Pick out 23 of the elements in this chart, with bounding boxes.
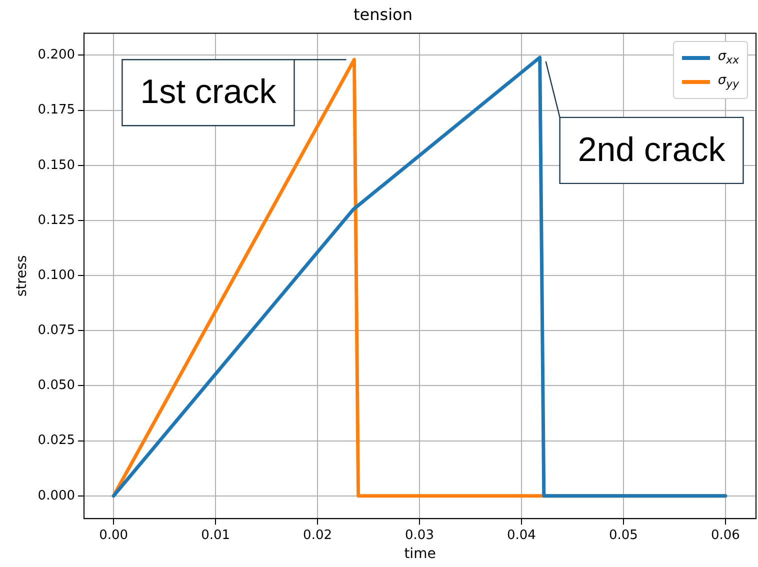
- annotation: 1st crack: [140, 73, 278, 112]
- y-tick-label: 0.000: [38, 488, 76, 504]
- x-tick-label: 0.04: [506, 528, 536, 543]
- x-tick-label: 0.03: [405, 528, 434, 543]
- y-tick-label: 0.100: [38, 268, 76, 283]
- y-tick-label: 0.175: [38, 102, 76, 118]
- y-tick-label: 0.125: [38, 212, 76, 228]
- y-tick-label: 0.050: [38, 378, 76, 394]
- x-tick-label: 0.05: [608, 528, 638, 543]
- x-axis-title: time: [404, 546, 436, 562]
- y-axis-title: stress: [14, 255, 30, 297]
- legend-label: σ$_{xx}$: [718, 49, 739, 67]
- y-tick-label: 0.200: [38, 48, 76, 63]
- x-tick-label: 0.01: [201, 528, 230, 543]
- annotation: 2nd crack: [578, 130, 726, 169]
- x-tick-label: 0.02: [303, 528, 332, 543]
- chart-title: tension: [354, 4, 412, 24]
- y-tick-label: 0.075: [38, 323, 76, 338]
- x-tick-label: 0.06: [710, 528, 740, 543]
- y-tick-label: 0.025: [38, 433, 76, 448]
- legend-label: σ$_{yy}$: [718, 73, 739, 91]
- x-tick-label: 0.00: [99, 528, 128, 543]
- y-tick-label: 0.150: [38, 158, 76, 173]
